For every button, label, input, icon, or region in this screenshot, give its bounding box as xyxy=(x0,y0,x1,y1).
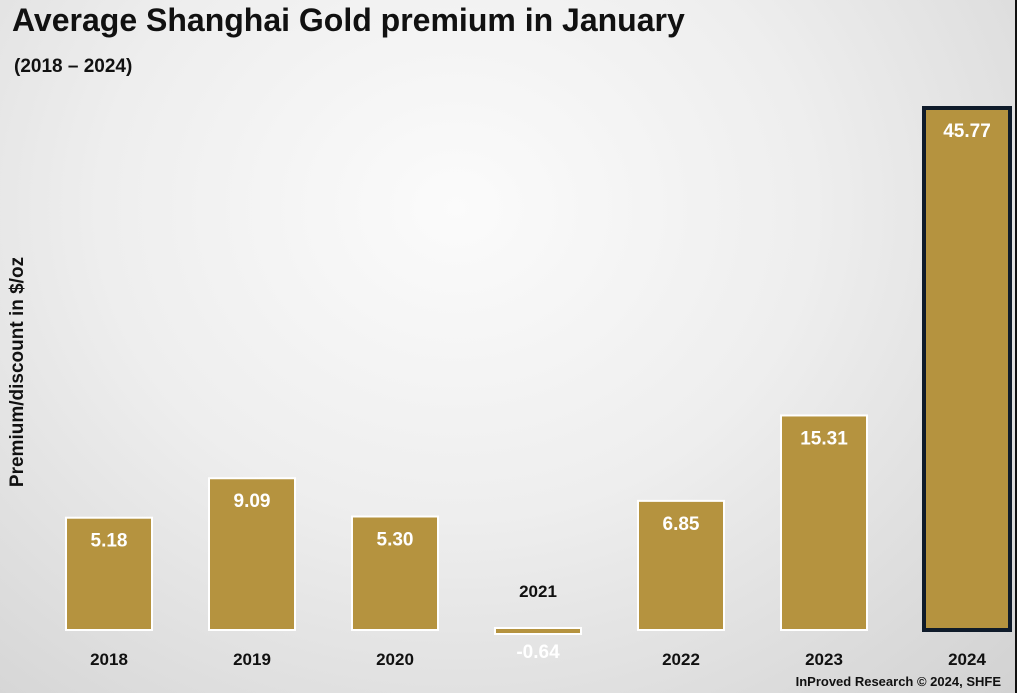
value-label-2020: 5.30 xyxy=(377,530,414,551)
value-label-2024: 45.77 xyxy=(943,121,991,142)
value-label-2019: 9.09 xyxy=(234,491,271,512)
value-label-2021: -0.64 xyxy=(516,642,560,663)
category-label-2024: 2024 xyxy=(948,650,986,669)
source-note: InProved Research © 2024, SHFE xyxy=(795,674,1001,689)
bar-2018 xyxy=(65,516,153,632)
bar-2021 xyxy=(494,627,582,635)
category-label-2022: 2022 xyxy=(662,650,700,669)
value-label-2022: 6.85 xyxy=(663,514,700,535)
bar-2022 xyxy=(637,499,725,631)
bar-2019 xyxy=(208,477,296,631)
category-label-2018: 2018 xyxy=(90,650,128,669)
bar-2020 xyxy=(351,515,439,631)
value-label-2023: 15.31 xyxy=(800,428,848,449)
category-label-2020: 2020 xyxy=(376,650,414,669)
bar-2023 xyxy=(780,414,868,632)
value-label-2018: 5.18 xyxy=(91,531,128,552)
category-label-2023: 2023 xyxy=(805,650,843,669)
chart-subtitle: (2018 – 2024) xyxy=(14,56,133,77)
chart-title: Average Shanghai Gold premium in January xyxy=(12,2,685,38)
bar-2024 xyxy=(922,106,1012,632)
category-label-2021: 2021 xyxy=(519,582,557,601)
category-label-2019: 2019 xyxy=(233,650,271,669)
